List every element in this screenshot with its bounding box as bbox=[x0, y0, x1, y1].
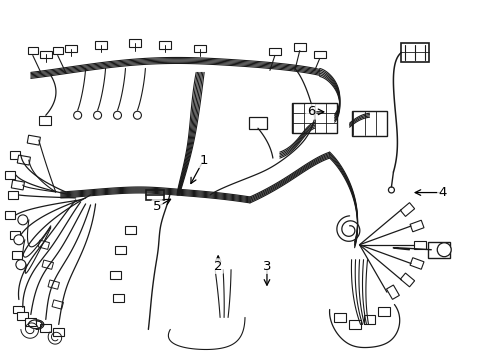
Text: 1: 1 bbox=[199, 154, 208, 167]
Bar bbox=[17, 155, 30, 165]
Bar bbox=[348, 320, 361, 329]
Bar bbox=[401, 42, 429, 62]
Bar bbox=[400, 273, 415, 287]
Bar bbox=[5, 211, 15, 219]
Bar bbox=[13, 306, 24, 314]
Text: 3: 3 bbox=[263, 260, 271, 273]
Circle shape bbox=[114, 111, 122, 119]
Bar bbox=[5, 171, 15, 179]
Text: 2: 2 bbox=[214, 260, 222, 273]
Bar bbox=[53, 328, 64, 336]
Bar bbox=[352, 111, 387, 136]
Text: 6: 6 bbox=[307, 105, 315, 118]
Bar bbox=[39, 116, 51, 125]
Circle shape bbox=[437, 243, 451, 257]
Bar bbox=[129, 39, 142, 46]
Bar bbox=[65, 45, 76, 53]
Circle shape bbox=[14, 235, 24, 245]
Circle shape bbox=[16, 260, 26, 270]
Bar bbox=[364, 315, 375, 324]
Bar bbox=[10, 151, 20, 159]
Bar bbox=[387, 285, 399, 300]
Bar bbox=[115, 246, 126, 254]
Bar bbox=[294, 42, 306, 50]
Bar bbox=[428, 242, 450, 258]
Bar bbox=[52, 300, 63, 309]
Bar bbox=[194, 45, 206, 53]
Circle shape bbox=[389, 187, 394, 193]
Bar bbox=[249, 117, 267, 129]
Bar bbox=[269, 48, 281, 55]
Text: 5: 5 bbox=[153, 201, 161, 213]
Bar bbox=[410, 258, 424, 269]
Circle shape bbox=[18, 215, 28, 225]
Bar bbox=[314, 50, 326, 58]
Bar bbox=[334, 313, 345, 322]
Bar bbox=[415, 241, 426, 249]
Bar bbox=[8, 191, 18, 199]
Bar bbox=[53, 46, 63, 54]
Bar bbox=[110, 271, 121, 279]
Circle shape bbox=[133, 111, 142, 119]
Circle shape bbox=[74, 111, 82, 119]
Bar bbox=[48, 280, 59, 289]
Circle shape bbox=[94, 111, 101, 119]
Bar bbox=[147, 190, 164, 200]
Bar bbox=[378, 307, 391, 316]
Bar bbox=[40, 324, 51, 332]
Bar bbox=[293, 103, 337, 133]
Bar bbox=[95, 41, 106, 49]
Text: 4: 4 bbox=[439, 186, 447, 199]
Bar bbox=[38, 240, 49, 249]
Bar bbox=[28, 46, 38, 54]
Bar bbox=[42, 260, 53, 269]
Bar bbox=[12, 251, 22, 259]
Bar bbox=[11, 180, 24, 190]
Bar bbox=[159, 41, 171, 49]
Bar bbox=[17, 312, 28, 320]
Bar bbox=[125, 226, 136, 234]
Bar bbox=[410, 220, 424, 232]
Bar bbox=[40, 50, 52, 58]
Bar bbox=[113, 293, 124, 302]
Bar bbox=[27, 135, 40, 145]
Bar bbox=[10, 231, 20, 239]
Bar bbox=[25, 319, 36, 327]
Bar bbox=[400, 203, 415, 216]
